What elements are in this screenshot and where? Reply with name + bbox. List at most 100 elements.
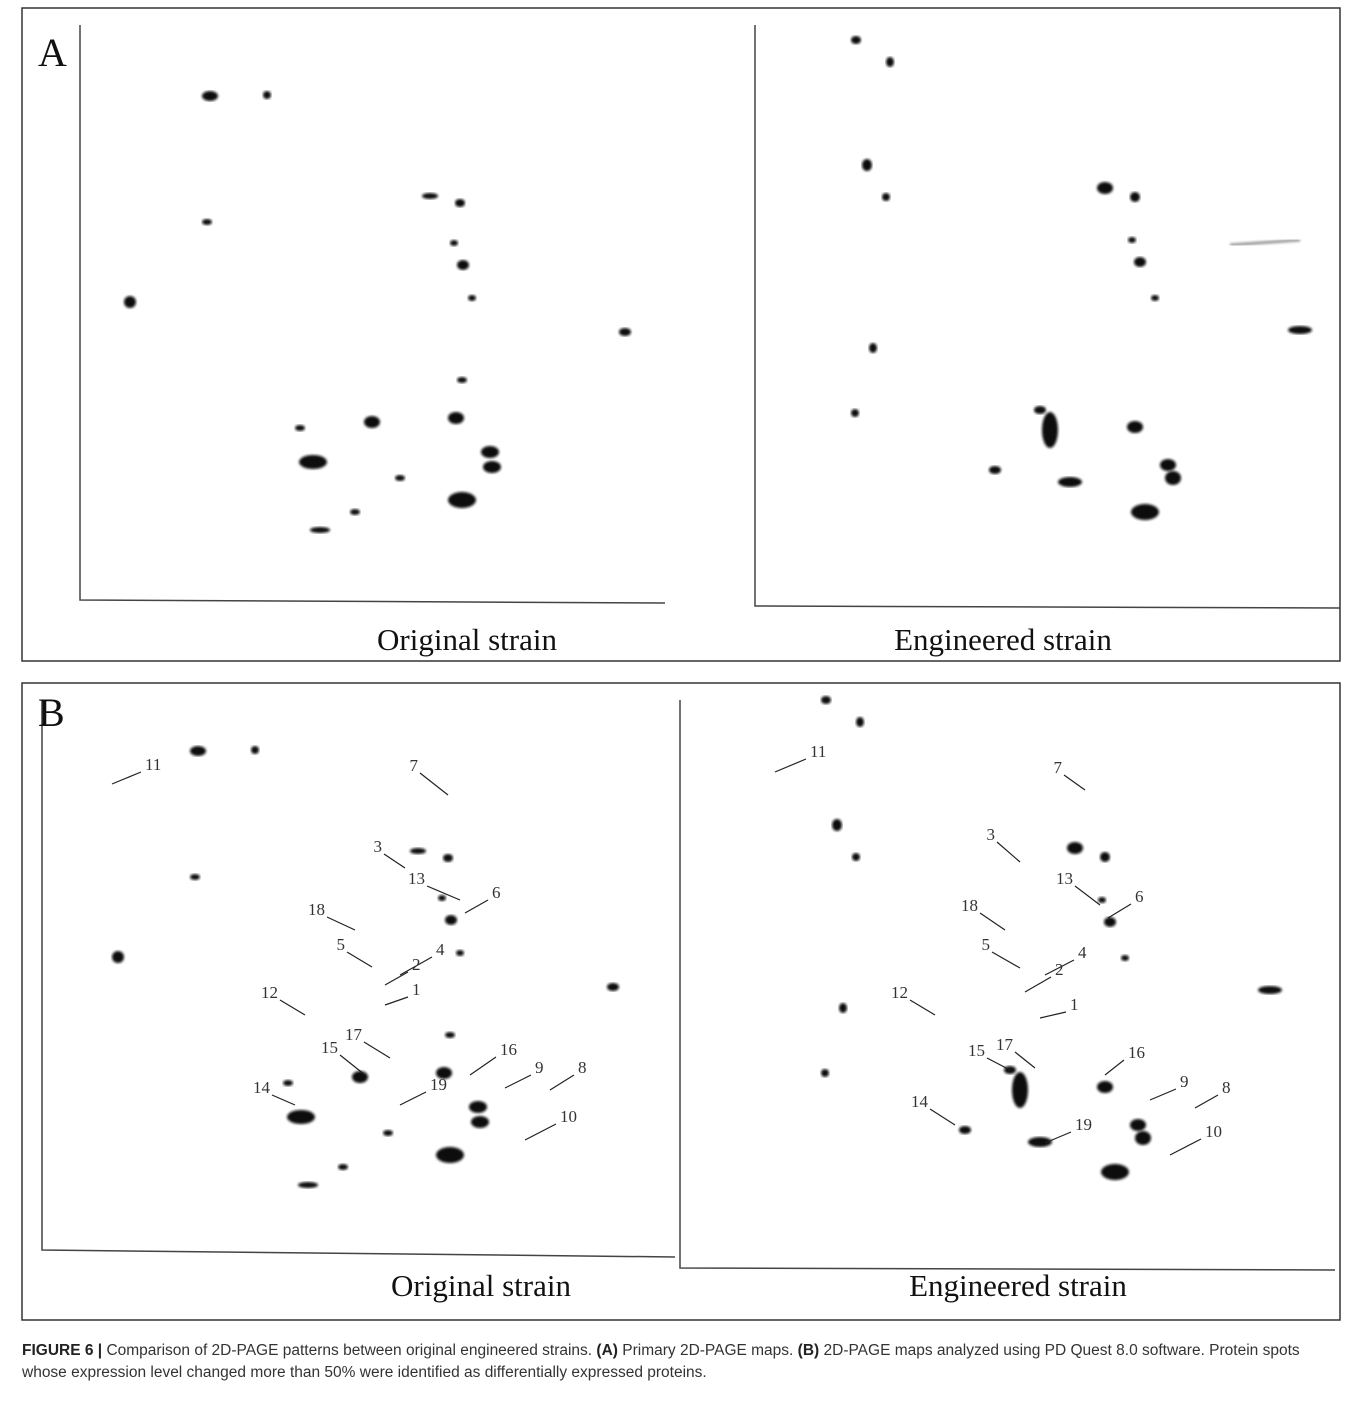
spot-label: 10 [1205,1122,1222,1141]
gel-spot [1098,897,1106,903]
gel-spot [852,853,860,861]
gel-spot [869,343,877,353]
gel-spot [471,1116,489,1128]
gel-spot [821,696,831,704]
gel-spot [422,193,438,199]
spot-label: 13 [1056,869,1073,888]
spot-arrow [997,842,1020,862]
spot-arrow [1105,1060,1124,1075]
spot-arrow [347,952,372,967]
gel-spot [468,295,476,301]
gel-spot [1151,295,1159,301]
spot-label: 4 [436,940,445,959]
gel-spot [989,466,1001,474]
gel-spot [298,1182,318,1188]
gel-caption: Engineered strain [909,1268,1127,1303]
spot-label: 8 [578,1058,587,1077]
gel-border [680,700,1335,1270]
spot-label: 17 [345,1025,363,1044]
gel-spot [1131,504,1159,520]
spot-label: 19 [1075,1115,1092,1134]
gel-spot [445,1032,455,1038]
spot-arrow [112,772,141,784]
spot-label: 2 [412,955,421,974]
gel-spot [839,1003,847,1013]
spot-arrow [1170,1139,1201,1155]
spot-arrow [385,997,408,1005]
gel-spot [299,455,327,469]
spot-label: 8 [1222,1078,1231,1097]
spot-arrow [280,1000,305,1015]
gel-spot [457,260,469,270]
spot-label: 15 [321,1038,338,1057]
caption-label: (B) [798,1342,820,1359]
spot-label: 5 [337,935,346,954]
gel-spot [1127,421,1143,433]
spot-label: 18 [961,896,978,915]
gel-spot [251,746,259,754]
spot-arrow [775,759,806,772]
gel-spot [410,848,426,854]
gel-spot [469,1101,487,1113]
spot-arrow [1195,1095,1218,1108]
gel-spot [1288,326,1312,334]
spot-arrow [1045,1132,1071,1143]
panel-frame [22,8,1340,661]
gel-spot [481,446,499,458]
gel-spot [1097,182,1113,194]
caption-label: FIGURE 6 | [22,1342,102,1359]
spot-label: 16 [500,1040,517,1059]
spot-label: 13 [408,869,425,888]
gel-spot [1058,477,1082,487]
gel-border [80,25,665,603]
figure-caption: FIGURE 6 | Comparison of 2D-PAGE pattern… [22,1340,1340,1384]
gel-spot [364,416,380,428]
spot-arrow [385,972,408,985]
spot-label: 9 [535,1058,544,1077]
gel-spot [112,951,124,963]
spot-arrow [1150,1089,1176,1100]
spot-arrow [1040,1012,1066,1018]
gel-spot [619,328,631,336]
gel-spot [350,509,360,515]
spot-arrow [327,917,355,930]
spot-label: 15 [968,1041,985,1060]
gel-spot [287,1110,315,1124]
spot-arrow [420,773,448,795]
gel-spot [1034,406,1046,414]
gel-spot [1128,237,1136,243]
spot-label: 6 [1135,887,1144,906]
gel-caption: Original strain [391,1268,571,1303]
spot-label: 18 [308,900,325,919]
panel-label: A [38,30,67,75]
gel-spot [882,193,890,201]
gel-spot [443,854,453,862]
gel-spot [821,1069,829,1077]
spot-label: 11 [810,742,826,761]
gel-spot [1012,1072,1028,1108]
spot-label: 5 [982,935,991,954]
spot-label: 11 [145,755,161,774]
spot-label: 7 [1054,758,1063,777]
gel-spot [352,1071,368,1083]
gel-spot [1258,986,1282,994]
spot-label: 10 [560,1107,577,1126]
spot-label: 4 [1078,943,1087,962]
caption-text: Comparison of 2D-PAGE patterns between o… [106,1342,592,1359]
spot-arrow [505,1075,531,1088]
spot-arrow [400,1092,426,1105]
spot-label: 3 [987,825,996,844]
gel-spot [338,1164,348,1170]
gel-spot [263,91,271,99]
page: 1173136185421121715169814191011731361854… [0,0,1355,1409]
gel-spot [1101,1164,1129,1180]
gel-spot [856,717,864,727]
spot-arrow [470,1057,496,1075]
gel-band [1230,240,1300,245]
spot-arrow [1075,886,1100,905]
gel-spot [1165,471,1181,485]
spot-label: 9 [1180,1072,1189,1091]
gel-spot [1121,955,1129,961]
gel-caption: Engineered strain [894,622,1112,657]
gel-spot [1100,852,1110,862]
